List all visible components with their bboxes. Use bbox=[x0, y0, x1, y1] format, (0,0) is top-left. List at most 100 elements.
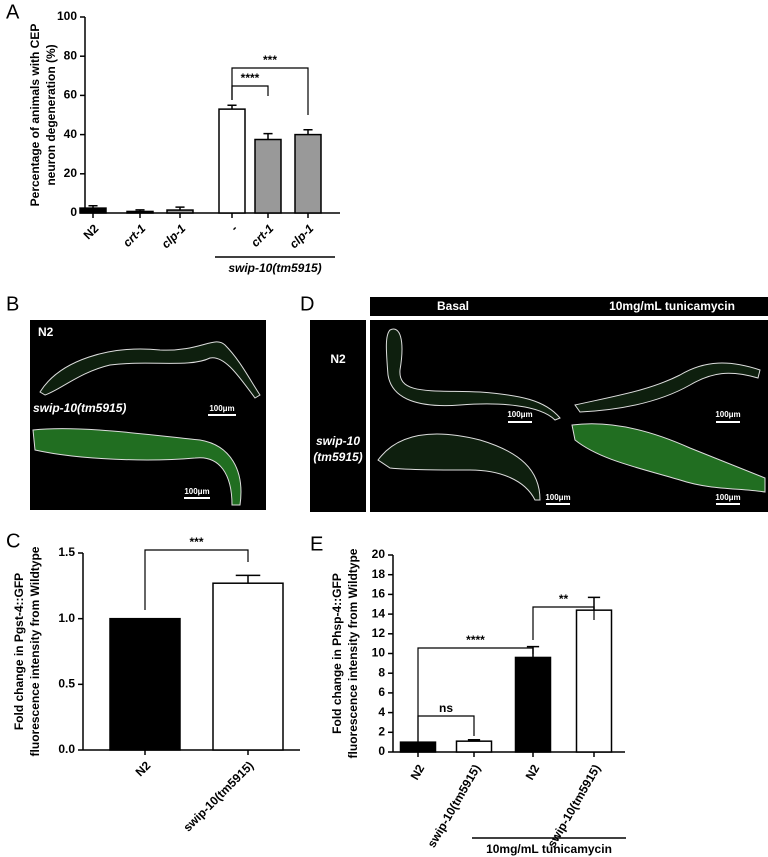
significance-bracket bbox=[231, 85, 269, 100]
significance-bracket bbox=[417, 715, 475, 742]
panel-letter: D bbox=[300, 293, 314, 315]
error-bar bbox=[467, 738, 481, 742]
y-axis-label: fluorescence intensity from Wildtype bbox=[28, 546, 42, 756]
x-tick-label: - bbox=[228, 221, 241, 234]
error-bar bbox=[235, 574, 261, 584]
x-tick-label: crt-1 bbox=[248, 221, 277, 250]
y-axis-label: fluorescence intensity from Wildtype bbox=[346, 548, 360, 758]
bar bbox=[109, 617, 181, 751]
scale-bar-label: 100μm bbox=[209, 404, 234, 413]
worm-outline bbox=[385, 328, 561, 421]
panel-letter: A bbox=[6, 1, 20, 23]
bar bbox=[212, 582, 284, 751]
bar bbox=[79, 207, 107, 214]
group-label: swip-10(tm5915) bbox=[228, 261, 321, 275]
column-header bbox=[370, 297, 768, 316]
x-tick-label: N2 bbox=[133, 758, 154, 779]
image-b: N2 swip-10(tm5915) 100μm 100μm bbox=[30, 320, 266, 510]
scale-bar-label: 100μm bbox=[545, 493, 570, 502]
y-tick-label: 60 bbox=[64, 88, 78, 102]
image-label: swip-10(tm5915) bbox=[33, 401, 126, 415]
bar bbox=[399, 741, 437, 753]
chart: 0 20 40 60 80 100 Percentage of animals with C… bbox=[28, 9, 340, 275]
significance-bracket bbox=[231, 67, 309, 115]
y-tick-label: 1.0 bbox=[58, 611, 75, 625]
y-tick-label: 0 bbox=[70, 205, 77, 219]
y-tick-label: 18 bbox=[372, 567, 386, 581]
y-tick-label: 0.5 bbox=[58, 677, 75, 691]
bar bbox=[294, 133, 322, 214]
error-bar bbox=[135, 209, 145, 212]
row-label: N2 bbox=[330, 352, 346, 366]
bar bbox=[455, 740, 493, 753]
image-label: N2 bbox=[38, 325, 54, 339]
scale-bar-label: 100μm bbox=[715, 493, 740, 502]
y-tick-label: 40 bbox=[64, 127, 78, 141]
y-tick-label: 6 bbox=[378, 685, 385, 699]
significance-label: *** bbox=[263, 53, 277, 67]
panel-letter: B bbox=[6, 293, 19, 315]
y-tick-label: 80 bbox=[64, 48, 78, 62]
worm-outline bbox=[571, 423, 766, 493]
y-tick-label: 16 bbox=[372, 587, 386, 601]
scale-bar-label: 100μm bbox=[184, 487, 209, 496]
y-tick-label: 14 bbox=[372, 606, 386, 620]
row-label: (tm5915) bbox=[313, 450, 362, 464]
panel-letter: C bbox=[6, 530, 20, 552]
panel-letter: E bbox=[310, 533, 323, 555]
column-label: 10mg/mL tunicamycin bbox=[609, 299, 735, 313]
x-tick-label: crt-1 bbox=[120, 221, 149, 250]
error-bar bbox=[175, 206, 185, 211]
y-axis-label: Percentage of animals with CEP bbox=[28, 24, 42, 207]
y-tick-label: 0.0 bbox=[58, 742, 75, 756]
x-tick-label: N2 bbox=[408, 762, 428, 783]
y-tick-label: 20 bbox=[372, 547, 386, 561]
significance-label: ** bbox=[559, 592, 569, 606]
worm-outline bbox=[32, 428, 242, 506]
scale-bar-label: 100μm bbox=[507, 410, 532, 419]
y-axis-label: Fold change in Phsp-4::GFP bbox=[330, 573, 344, 734]
bar bbox=[218, 108, 246, 214]
significance-label: **** bbox=[241, 71, 260, 85]
x-tick-label: N2 bbox=[523, 762, 543, 783]
y-axis-label: neuron degeneration (%) bbox=[44, 44, 58, 185]
worm-outline bbox=[39, 341, 261, 399]
x-tick-label: N2 bbox=[81, 221, 102, 242]
error-bar bbox=[227, 104, 237, 110]
y-tick-label: 10 bbox=[372, 646, 386, 660]
y-tick-label: 100 bbox=[57, 9, 77, 23]
x-tick-label: swip-10(tm5915) bbox=[545, 762, 604, 850]
y-tick-label: 4 bbox=[378, 705, 385, 719]
x-tick-label: swip-10(tm5915) bbox=[425, 762, 484, 850]
bar bbox=[575, 609, 613, 753]
x-tick-label: clp-1 bbox=[159, 221, 189, 251]
y-tick-label: 8 bbox=[378, 665, 385, 679]
significance-label: ns bbox=[439, 701, 453, 715]
error-bar bbox=[88, 204, 98, 209]
image-d: Basal 10mg/mL tunicamycin N2 swip-10 (tm… bbox=[310, 297, 768, 512]
bar bbox=[126, 210, 154, 214]
significance-bracket bbox=[417, 647, 534, 742]
worm-outline bbox=[574, 362, 761, 413]
row-label: swip-10 bbox=[316, 434, 360, 448]
worm-outline bbox=[377, 433, 541, 501]
significance-label: **** bbox=[466, 633, 485, 647]
bar bbox=[166, 209, 194, 214]
y-tick-label: 1.5 bbox=[58, 545, 75, 559]
significance-bracket bbox=[532, 606, 595, 640]
y-tick-label: 0 bbox=[378, 744, 385, 758]
x-tick-label: swip-10(tm5915) bbox=[180, 758, 256, 834]
x-tick-label: clp-1 bbox=[287, 221, 317, 251]
y-axis-label: Fold change in Pgst-4::GFP bbox=[12, 573, 26, 730]
significance-bracket bbox=[144, 549, 249, 610]
y-tick-label: 20 bbox=[64, 166, 78, 180]
error-bar bbox=[303, 128, 313, 135]
scale-bar-label: 100μm bbox=[715, 410, 740, 419]
bar bbox=[254, 138, 282, 214]
group-label: 10mg/mL tunicamycin bbox=[486, 842, 612, 856]
column-label: Basal bbox=[437, 299, 469, 313]
y-tick-label: 2 bbox=[378, 724, 385, 738]
